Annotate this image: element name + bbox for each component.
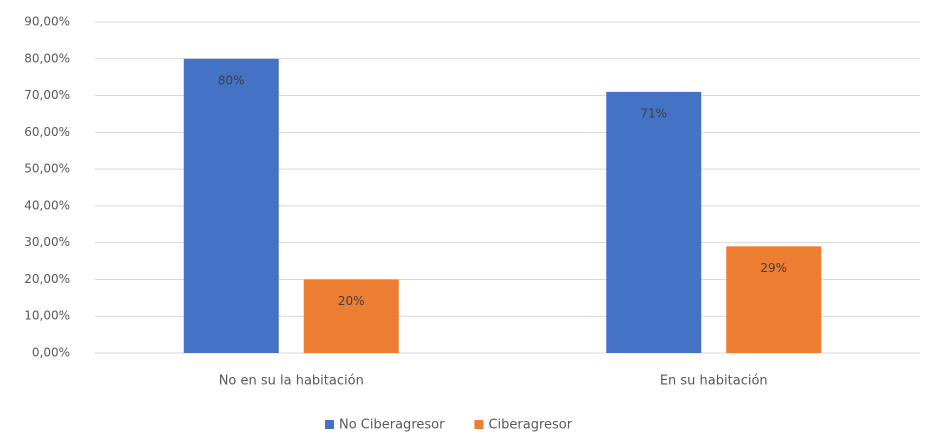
y-tick-label: 80,00% (24, 51, 70, 65)
legend-swatch (474, 420, 484, 429)
bar (726, 246, 822, 353)
y-tick-label: 10,00% (24, 309, 70, 323)
x-tick-label: En su habitación (660, 374, 768, 389)
data-label: 71% (640, 106, 667, 120)
bar (183, 58, 279, 354)
bar (606, 91, 702, 353)
data-label: 29% (760, 261, 787, 275)
y-tick-label: 30,00% (24, 235, 70, 249)
legend-label: No Ciberagresor (339, 418, 445, 433)
legend-label: Ciberagresor (488, 418, 572, 433)
data-label: 20% (338, 294, 365, 308)
y-tick-label: 60,00% (24, 125, 70, 139)
x-tick-label: No en su la habitación (219, 374, 364, 389)
bar (303, 279, 399, 353)
legend-swatch (325, 420, 334, 429)
y-tick-label: 70,00% (24, 88, 70, 102)
y-tick-label: 0,00% (32, 346, 70, 360)
y-tick-label: 50,00% (24, 162, 70, 176)
y-tick-label: 90,00% (24, 15, 70, 29)
y-tick-label: 20,00% (24, 272, 70, 286)
y-tick-label: 40,00% (24, 198, 70, 212)
data-label: 80% (218, 73, 245, 87)
